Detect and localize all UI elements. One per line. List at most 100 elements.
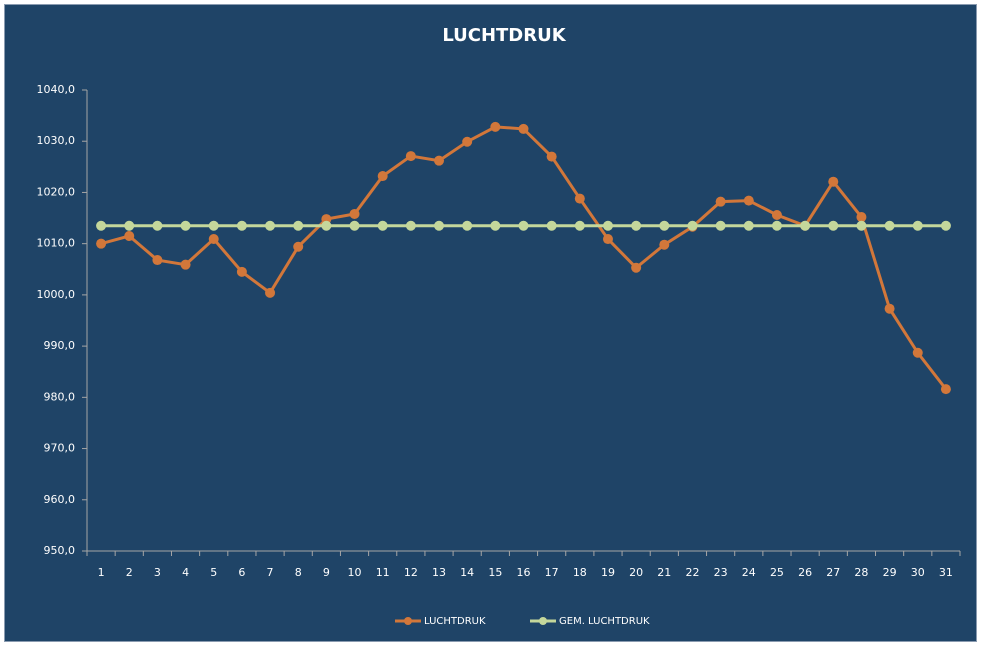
data-point — [659, 220, 670, 231]
x-tick-label: 17 — [545, 566, 559, 579]
data-point — [349, 208, 360, 219]
x-tick-label: 13 — [432, 566, 446, 579]
x-tick-label: 1 — [98, 566, 105, 579]
data-point — [293, 241, 304, 252]
data-point — [96, 220, 107, 231]
y-tick-label: 970,0 — [44, 442, 76, 455]
x-tick-label: 4 — [182, 566, 189, 579]
data-point — [940, 220, 951, 231]
data-point — [434, 155, 445, 166]
data-point — [180, 259, 191, 270]
data-point — [518, 123, 529, 134]
y-tick-label: 980,0 — [44, 390, 76, 403]
x-tick-label: 27 — [826, 566, 840, 579]
y-tick-label: 990,0 — [44, 339, 76, 352]
x-tick-label: 7 — [267, 566, 274, 579]
data-point — [602, 220, 613, 231]
x-tick-label: 14 — [460, 566, 474, 579]
data-point — [828, 220, 839, 231]
data-point — [405, 220, 416, 231]
data-point — [349, 220, 360, 231]
data-point — [208, 220, 219, 231]
chart-background — [4, 4, 977, 642]
x-tick-label: 15 — [488, 566, 502, 579]
data-point — [265, 287, 276, 298]
x-tick-label: 28 — [854, 566, 868, 579]
data-point — [546, 220, 557, 231]
data-point — [912, 220, 923, 231]
legend-marker — [404, 617, 412, 625]
data-point — [856, 220, 867, 231]
data-point — [462, 136, 473, 147]
x-tick-label: 26 — [798, 566, 812, 579]
data-point — [490, 121, 501, 132]
x-tick-label: 25 — [770, 566, 784, 579]
data-point — [518, 220, 529, 231]
x-tick-label: 3 — [154, 566, 161, 579]
data-point — [602, 234, 613, 245]
y-tick-label: 1020,0 — [37, 185, 76, 198]
x-tick-label: 24 — [742, 566, 756, 579]
data-point — [743, 220, 754, 231]
y-tick-label: 1000,0 — [37, 288, 76, 301]
x-tick-label: 22 — [685, 566, 699, 579]
data-point — [293, 220, 304, 231]
y-tick-label: 1040,0 — [37, 83, 76, 96]
data-point — [152, 220, 163, 231]
x-tick-label: 23 — [714, 566, 728, 579]
data-point — [124, 230, 135, 241]
x-tick-label: 9 — [323, 566, 330, 579]
legend-marker — [539, 617, 547, 625]
legend-label: LUCHTDRUK — [424, 616, 486, 627]
data-point — [377, 220, 388, 231]
x-tick-label: 19 — [601, 566, 615, 579]
legend-label: GEM. LUCHTDRUK — [559, 616, 650, 627]
data-point — [771, 220, 782, 231]
y-tick-label: 960,0 — [44, 493, 76, 506]
data-point — [180, 220, 191, 231]
data-point — [96, 238, 107, 249]
data-point — [715, 196, 726, 207]
data-point — [659, 239, 670, 250]
data-point — [631, 262, 642, 273]
x-tick-label: 2 — [126, 566, 133, 579]
x-tick-label: 6 — [238, 566, 245, 579]
data-point — [940, 384, 951, 395]
data-point — [743, 195, 754, 206]
data-point — [236, 266, 247, 277]
data-point — [884, 303, 895, 314]
data-point — [687, 220, 698, 231]
data-point — [884, 220, 895, 231]
x-tick-label: 5 — [210, 566, 217, 579]
data-point — [912, 347, 923, 358]
data-point — [828, 176, 839, 187]
x-tick-label: 10 — [348, 566, 362, 579]
y-tick-label: 1030,0 — [37, 134, 76, 147]
data-point — [152, 255, 163, 266]
y-tick-label: 1010,0 — [37, 237, 76, 250]
data-point — [208, 234, 219, 245]
data-point — [377, 171, 388, 182]
x-tick-label: 11 — [376, 566, 390, 579]
data-point — [715, 220, 726, 231]
data-point — [434, 220, 445, 231]
data-point — [265, 220, 276, 231]
data-point — [546, 151, 557, 162]
data-point — [574, 220, 585, 231]
data-point — [800, 220, 811, 231]
data-point — [574, 193, 585, 204]
data-point — [321, 220, 332, 231]
data-point — [490, 220, 501, 231]
x-tick-label: 30 — [911, 566, 925, 579]
data-point — [124, 220, 135, 231]
x-tick-label: 29 — [883, 566, 897, 579]
data-point — [462, 220, 473, 231]
data-point — [771, 209, 782, 220]
x-tick-label: 31 — [939, 566, 953, 579]
data-point — [236, 220, 247, 231]
x-tick-label: 21 — [657, 566, 671, 579]
data-point — [856, 212, 867, 223]
data-point — [405, 151, 416, 162]
